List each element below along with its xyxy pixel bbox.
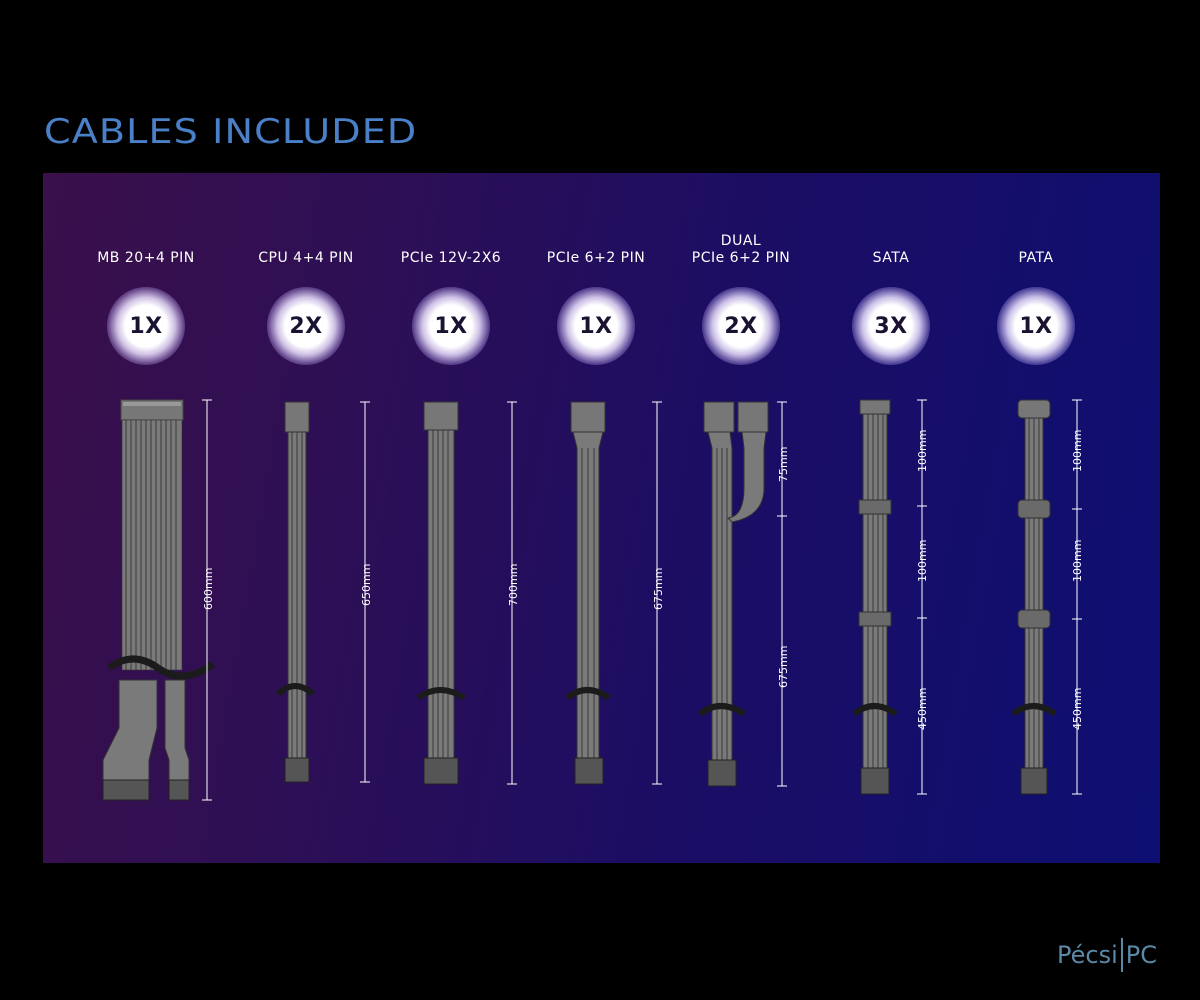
cable-column-cpu-8pin: CPU 4+4 PIN 2X 650mm [233,173,379,863]
quantity-text: 1X [1019,313,1053,339]
pcie-8pin-cable-drawing: 675mm [565,401,665,785]
length-label: 100mm [916,430,929,472]
length-label: 600mm [202,568,215,610]
pata-cable-drawing: 100mm 100mm 450mm [1011,399,1084,795]
length-label: 100mm [1071,540,1084,582]
quantity-badge: 2X [267,287,345,365]
cable-label: DUAL PCIe 6+2 PIN [691,233,791,266]
brand-logo: Pécsi PC [1057,935,1187,975]
brand-tower-icon [1120,938,1123,972]
quantity-badge: 1X [412,287,490,365]
length-label: 650mm [360,564,373,606]
length-label: 100mm [1071,430,1084,472]
length-label: 100mm [916,540,929,582]
quantity-text: 1X [579,313,613,339]
cable-label: SATA [872,250,910,266]
quantity-badge: 1X [557,287,635,365]
quantity-badge: 1X [107,287,185,365]
cable-column-sata: SATA 3X 100mm 100mm 450mm [818,173,964,863]
cable-column-pata: PATA 1X 100mm 100mm 450mm [963,173,1109,863]
cable-label: PCIe 12V-2X6 [400,250,502,266]
quantity-text: 1X [129,313,163,339]
quantity-text: 1X [434,313,468,339]
cable-column-dual-pcie-8pin: DUAL PCIe 6+2 PIN 2X 75mm 675mm [668,173,814,863]
pcie-12v-2x6-cable-drawing: 700mm [416,401,520,785]
quantity-text: 3X [874,313,908,339]
cable-label: PCIe 6+2 PIN [546,250,646,266]
mb-24pin-cable-drawing: 600mm [102,399,216,801]
cable-label: CPU 4+4 PIN [258,250,354,266]
quantity-text: 2X [289,313,323,339]
cable-column-mb-24pin: MB 20+4 PIN 1X [73,173,219,863]
quantity-badge: 1X [997,287,1075,365]
length-label: 675mm [777,646,790,688]
cable-column-pcie-8pin: PCIe 6+2 PIN 1X 675mm [523,173,669,863]
sata-cable-drawing: 100mm 100mm 450mm [852,399,929,795]
brand-text-right: PC [1125,941,1157,969]
length-label: 450mm [916,688,929,730]
dual-pcie-8pin-cable-drawing: 75mm 675mm [698,401,790,787]
quantity-badge: 2X [702,287,780,365]
cable-column-pcie-12v-2x6: PCIe 12V-2X6 1X 700mm [378,173,524,863]
length-label: 450mm [1071,688,1084,730]
cable-label: MB 20+4 PIN [97,250,195,266]
cable-label: PATA [1018,250,1054,266]
length-label: 675mm [652,568,665,610]
cables-panel: MB 20+4 PIN 1X [43,173,1160,863]
brand-text-left: Pécsi [1057,941,1118,969]
length-label: 700mm [507,564,520,606]
quantity-text: 2X [724,313,758,339]
page-title: CABLES INCLUDED [44,112,418,152]
cpu-8pin-cable-drawing: 650mm [275,401,373,783]
length-label: 75mm [777,447,790,482]
quantity-badge: 3X [852,287,930,365]
